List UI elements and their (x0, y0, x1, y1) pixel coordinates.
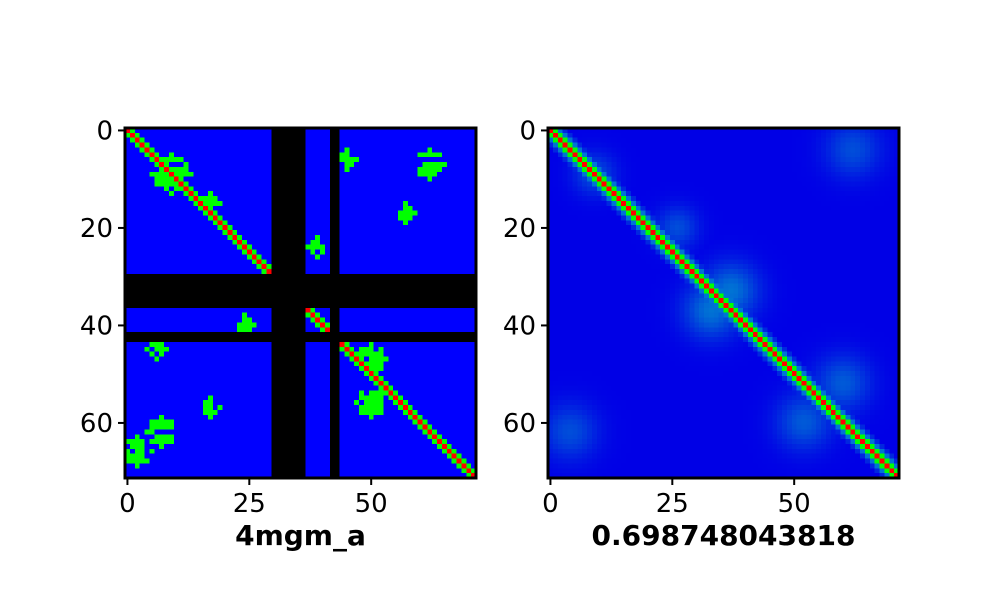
y-tick-label: 40 (503, 311, 536, 341)
y-tick-label: 0 (96, 116, 113, 146)
heatmap-panel-left: 0 25 50 0 20 40 60 4mgm_a (80, 116, 478, 552)
axes-frame (123, 126, 478, 480)
heatmap-panel-right: 0 25 50 0 20 40 60 0.698748043818 (503, 116, 901, 552)
x-tick-label: 0 (119, 489, 136, 519)
x-tick-label: 25 (656, 489, 689, 519)
y-tick-label: 40 (80, 311, 113, 341)
panel-label: 4mgm_a (235, 519, 366, 552)
y-tick-label: 60 (503, 409, 536, 439)
axes-frame (546, 126, 901, 480)
heatmap-image (125, 128, 476, 478)
panel-label: 0.698748043818 (592, 519, 856, 552)
y-tick-label: 20 (503, 214, 536, 244)
y-tick-label: 60 (80, 409, 113, 439)
x-tick-label: 50 (355, 489, 388, 519)
x-tick-label: 50 (778, 489, 811, 519)
heatmap-image (548, 128, 899, 478)
y-tick-label: 20 (80, 214, 113, 244)
x-tick-label: 0 (542, 489, 559, 519)
y-tick-label: 0 (519, 116, 536, 146)
x-tick-label: 25 (233, 489, 266, 519)
